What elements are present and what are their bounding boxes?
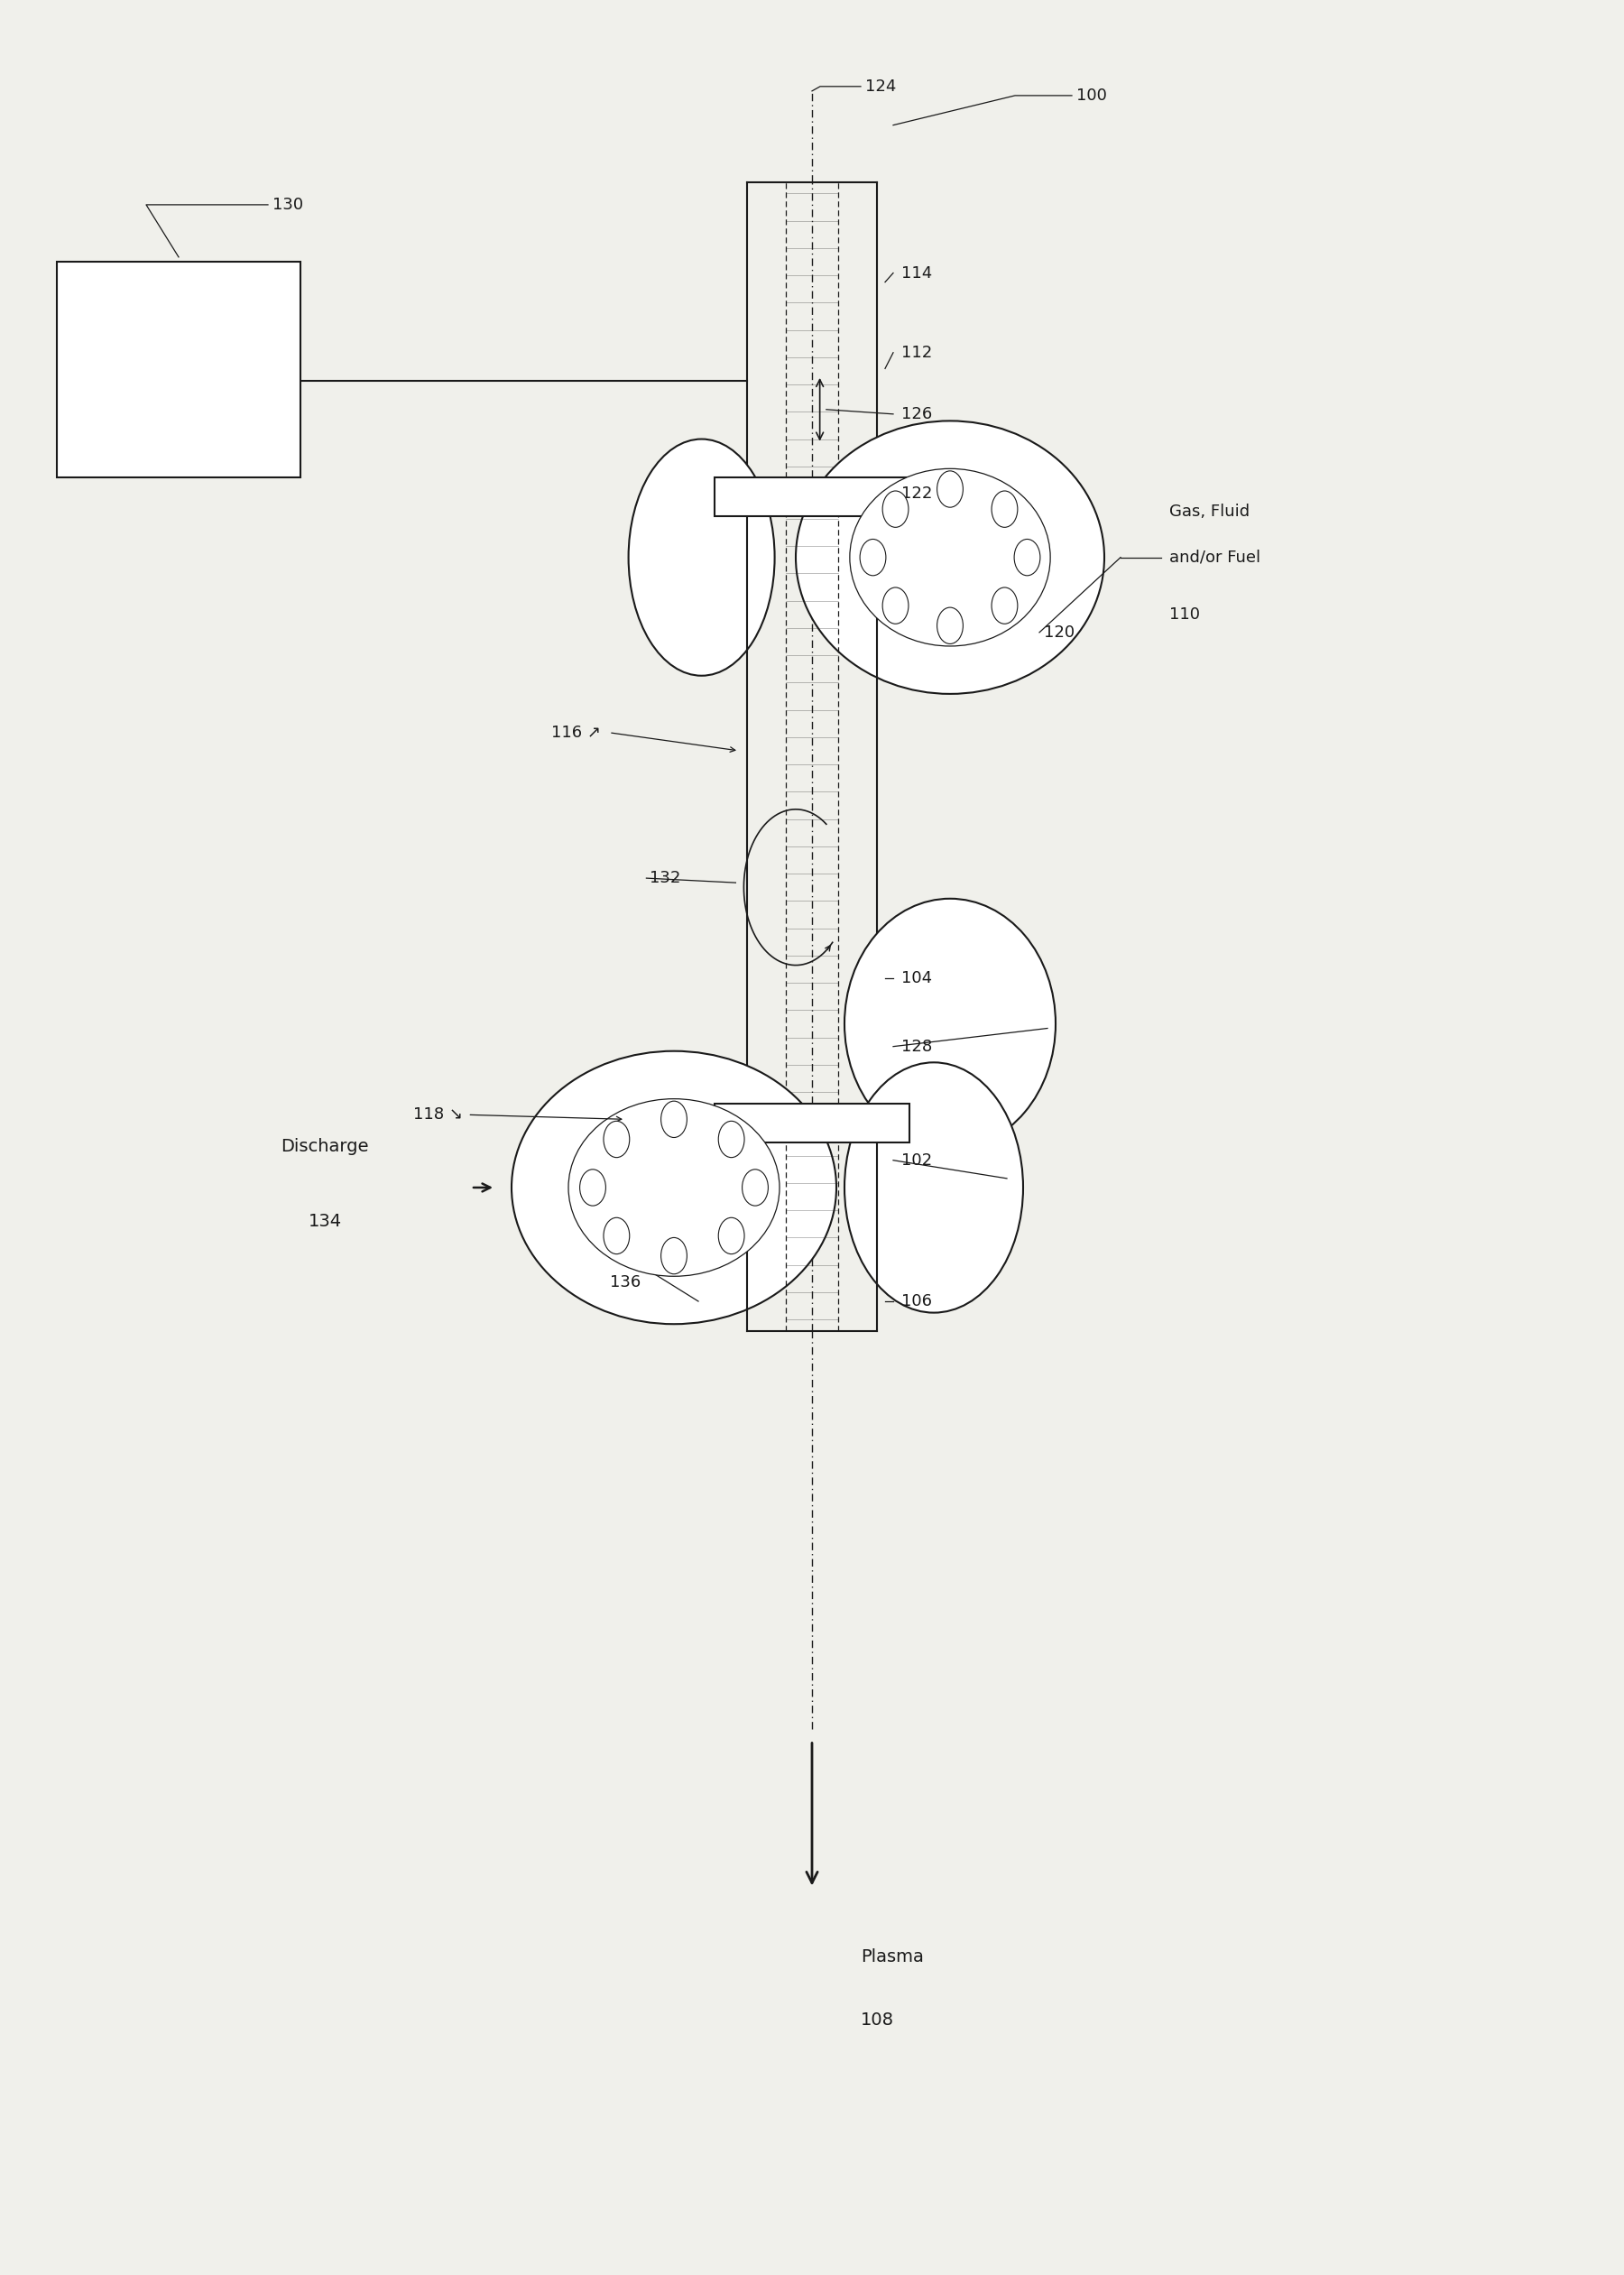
Circle shape	[992, 587, 1018, 623]
Text: 116 ↗: 116 ↗	[551, 723, 601, 742]
Circle shape	[718, 1217, 744, 1254]
Bar	[57, 262, 300, 478]
Text: 108: 108	[861, 2011, 895, 2029]
Text: 120: 120	[1044, 623, 1075, 642]
Text: 112: 112	[901, 344, 932, 362]
Circle shape	[661, 1101, 687, 1138]
Circle shape	[718, 1122, 744, 1158]
Text: 126: 126	[901, 405, 932, 423]
Text: 110: 110	[1169, 605, 1200, 623]
Text: 102: 102	[901, 1151, 932, 1169]
Bar	[715, 478, 909, 516]
Text: 130: 130	[273, 196, 304, 214]
Circle shape	[580, 1169, 606, 1206]
Circle shape	[861, 539, 887, 576]
Text: Gas, Fluid: Gas, Fluid	[1169, 503, 1250, 521]
Bar	[715, 1103, 909, 1142]
Circle shape	[661, 1238, 687, 1274]
Text: 134: 134	[309, 1213, 341, 1231]
Ellipse shape	[844, 1062, 1023, 1313]
Circle shape	[604, 1217, 630, 1254]
Circle shape	[742, 1169, 768, 1206]
Text: and/or Fuel: and/or Fuel	[1169, 548, 1260, 566]
Text: Plasma: Plasma	[861, 1947, 924, 1966]
Ellipse shape	[844, 899, 1056, 1149]
Circle shape	[1013, 539, 1041, 576]
Text: 118 ↘: 118 ↘	[412, 1106, 463, 1124]
Circle shape	[937, 607, 963, 644]
Circle shape	[882, 587, 908, 623]
Text: 106: 106	[901, 1292, 932, 1310]
Text: 104: 104	[901, 969, 932, 987]
Text: 122: 122	[901, 485, 932, 503]
Circle shape	[992, 491, 1018, 528]
Circle shape	[882, 491, 908, 528]
Text: 100: 100	[1077, 86, 1108, 105]
Text: Discharge: Discharge	[281, 1138, 369, 1156]
Text: 128: 128	[901, 1037, 932, 1056]
Ellipse shape	[512, 1051, 836, 1324]
Text: Power
Supply: Power Supply	[149, 350, 208, 389]
Circle shape	[604, 1122, 630, 1158]
Text: 114: 114	[901, 264, 932, 282]
Ellipse shape	[796, 421, 1104, 694]
Ellipse shape	[849, 469, 1051, 646]
Ellipse shape	[568, 1099, 780, 1276]
Text: 124: 124	[866, 77, 896, 96]
Ellipse shape	[628, 439, 775, 676]
Text: 132: 132	[650, 869, 680, 887]
Text: 136: 136	[609, 1274, 641, 1290]
Circle shape	[937, 471, 963, 507]
